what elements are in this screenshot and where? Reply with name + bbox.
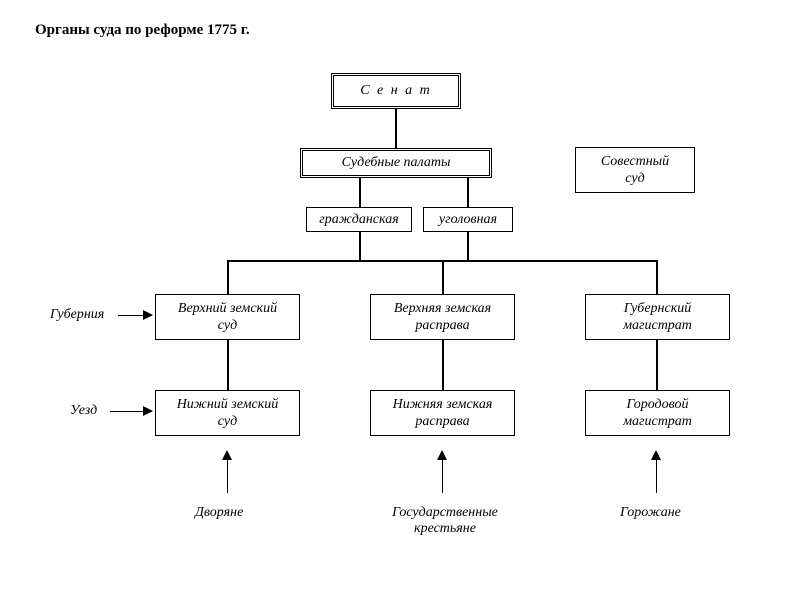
arrow-up-icon bbox=[651, 450, 661, 460]
connector bbox=[467, 232, 469, 260]
arrow-up-icon bbox=[437, 450, 447, 460]
connector bbox=[359, 178, 361, 207]
label-gorozhane: Горожане bbox=[620, 505, 681, 521]
node-gubernsky-magistrat: Губернский магистрат bbox=[585, 294, 730, 340]
node-verhnyaya-zemskaya-rasprava: Верхняя земская расправа bbox=[370, 294, 515, 340]
node-sovestny-sud: Совестный суд bbox=[575, 147, 695, 193]
arrow-stem bbox=[656, 458, 657, 493]
connector bbox=[395, 109, 397, 148]
label-guberniya: Губерния bbox=[50, 307, 104, 323]
node-nizhnyaya-zemskaya-rasprava: Нижняя земская расправа bbox=[370, 390, 515, 436]
label-gos-krestyane: Государственные крестьяне bbox=[380, 505, 510, 537]
connector bbox=[442, 340, 444, 390]
label-uezd: Уезд bbox=[70, 403, 97, 419]
node-nizhny-zemsky-sud: Нижний земский суд bbox=[155, 390, 300, 436]
connector bbox=[227, 260, 229, 294]
arrow-stem bbox=[227, 458, 228, 493]
arrow-stem bbox=[110, 411, 145, 412]
connector bbox=[656, 340, 658, 390]
connector bbox=[227, 340, 229, 390]
connector bbox=[656, 260, 658, 294]
node-gorodovoy-magistrat: Городовой магистрат bbox=[585, 390, 730, 436]
node-sud-palaty: Судебные палаты bbox=[300, 148, 492, 178]
connector bbox=[359, 232, 361, 260]
arrow-stem bbox=[118, 315, 145, 316]
arrow-right-icon bbox=[143, 310, 153, 320]
node-ugolovnaya: уголовная bbox=[423, 207, 513, 232]
connector bbox=[442, 260, 444, 294]
node-grazhdanskaya: гражданская bbox=[306, 207, 412, 232]
label-dvoryane: Дворяне bbox=[195, 505, 243, 521]
node-senat: С е н а т bbox=[331, 73, 461, 109]
page-title: Органы суда по реформе 1775 г. bbox=[35, 22, 250, 39]
node-verhny-zemsky-sud: Верхний земский суд bbox=[155, 294, 300, 340]
connector bbox=[467, 178, 469, 207]
arrow-stem bbox=[442, 458, 443, 493]
arrow-right-icon bbox=[143, 406, 153, 416]
arrow-up-icon bbox=[222, 450, 232, 460]
